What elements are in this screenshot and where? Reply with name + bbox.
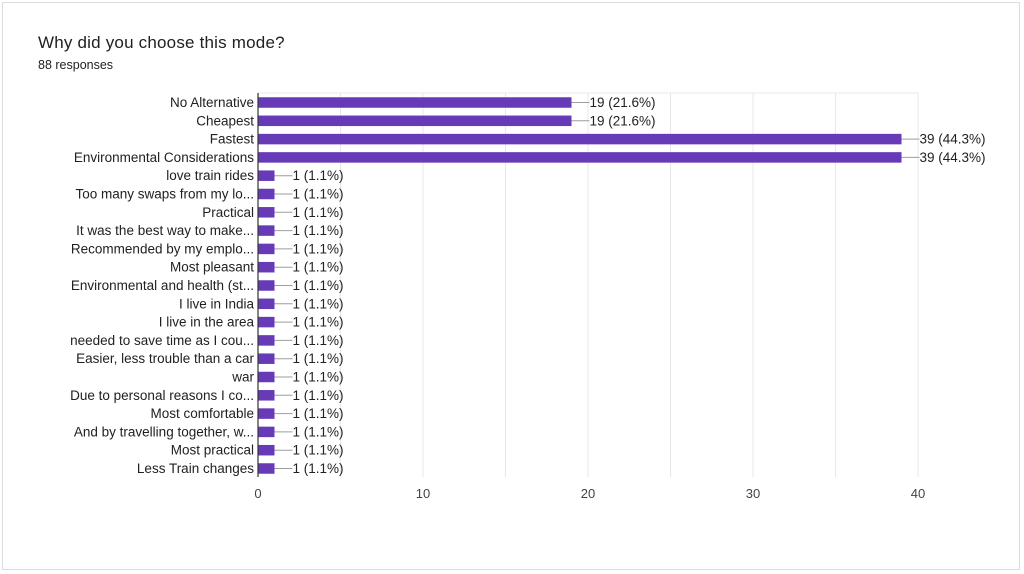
- data-label: 1 (1.1%): [293, 278, 344, 293]
- category-label: Cheapest: [196, 113, 254, 128]
- data-label: 19 (21.6%): [590, 113, 656, 128]
- data-label: 1 (1.1%): [293, 296, 344, 311]
- bar: [258, 188, 275, 200]
- data-label: 1 (1.1%): [293, 260, 344, 275]
- data-label: 1 (1.1%): [293, 205, 344, 220]
- category-label: I live in India: [179, 296, 255, 311]
- category-label: Due to personal reasons I co...: [70, 388, 254, 403]
- response-count: 88 responses: [38, 58, 114, 72]
- category-label: Environmental and health (st...: [71, 278, 254, 293]
- bar: [258, 225, 275, 236]
- category-label: Environmental Considerations: [74, 150, 254, 165]
- category-label: love train rides: [166, 168, 254, 183]
- data-label: 1 (1.1%): [293, 424, 344, 439]
- bar: [258, 298, 275, 310]
- data-label: 1 (1.1%): [293, 351, 344, 366]
- data-label: 19 (21.6%): [590, 95, 656, 110]
- category-label: I live in the area: [159, 315, 255, 330]
- bar: [258, 426, 275, 438]
- data-label: 1 (1.1%): [293, 406, 344, 421]
- category-label: It was the best way to make...: [76, 223, 254, 238]
- bar: [258, 97, 572, 108]
- category-label: Recommended by my emplo...: [71, 241, 254, 256]
- category-label: Most pleasant: [170, 260, 254, 275]
- bar: [258, 463, 275, 474]
- data-label: 1 (1.1%): [293, 388, 344, 403]
- data-label: 1 (1.1%): [293, 223, 344, 238]
- data-label: 39 (44.3%): [920, 132, 986, 147]
- bar: [258, 408, 275, 419]
- data-label: 1 (1.1%): [293, 187, 344, 202]
- bar: [258, 353, 275, 364]
- bar: [258, 316, 275, 328]
- data-label: 1 (1.1%): [293, 241, 344, 256]
- x-tick-label: 20: [581, 486, 595, 501]
- x-tick-label: 40: [911, 486, 925, 501]
- bar: [258, 444, 275, 456]
- data-label: 1 (1.1%): [293, 168, 344, 183]
- bar: [258, 115, 572, 127]
- bar: [258, 280, 275, 291]
- category-label: Most practical: [171, 443, 254, 458]
- x-tick-label: 10: [416, 486, 430, 501]
- bar: [258, 207, 275, 218]
- category-label: No Alternative: [170, 95, 254, 110]
- data-label: 39 (44.3%): [920, 150, 986, 165]
- data-label: 1 (1.1%): [293, 461, 344, 476]
- data-label: 1 (1.1%): [293, 370, 344, 385]
- bar: [258, 243, 275, 255]
- data-label: 1 (1.1%): [293, 315, 344, 330]
- bar: [258, 152, 902, 163]
- category-label: needed to save time as I cou...: [70, 333, 254, 348]
- bar: [258, 371, 275, 383]
- bar: [258, 390, 275, 401]
- data-label: 1 (1.1%): [293, 443, 344, 458]
- x-tick-label: 0: [254, 486, 261, 501]
- bar: [258, 335, 275, 346]
- category-label: war: [231, 370, 254, 385]
- bar: [258, 170, 275, 181]
- category-label: Easier, less trouble than a car: [76, 351, 254, 366]
- bar: [258, 133, 902, 145]
- category-label: Fastest: [210, 132, 255, 147]
- bar: [258, 261, 275, 273]
- category-label: Too many swaps from my lo...: [75, 187, 254, 202]
- category-label: Practical: [202, 205, 254, 220]
- category-label: Most comfortable: [150, 406, 254, 421]
- x-tick-label: 30: [746, 486, 760, 501]
- category-label: Less Train changes: [137, 461, 254, 476]
- category-label: And by travelling together, w...: [74, 424, 254, 439]
- data-label: 1 (1.1%): [293, 333, 344, 348]
- chart-title: Why did you choose this mode?: [38, 33, 285, 52]
